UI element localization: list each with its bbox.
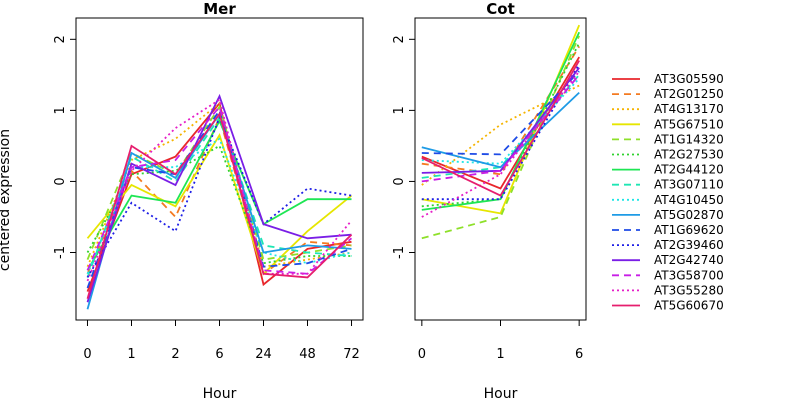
x-tick-label: 1 — [127, 347, 135, 362]
plot-frame — [75, 17, 364, 321]
series-line-at2g39460 — [421, 63, 580, 201]
y-tick-label: 1 — [53, 106, 68, 114]
legend-label: AT1G69620 — [654, 223, 724, 237]
panels: Mer -1 0 1 2 0 1 2 6 24 48 72 Hour Cot -1 0 1 2 0 1 6 Hour — [53, 0, 587, 400]
legend-label: AT5G60670 — [654, 299, 724, 313]
series-line-at2g42740 — [421, 67, 580, 174]
legend-item: AT1G14320 — [612, 132, 724, 146]
legend-item: AT2G44120 — [612, 163, 724, 177]
x-tick-label: 2 — [171, 347, 179, 362]
legend-item: AT2G27530 — [612, 148, 724, 162]
legend-item: AT5G67510 — [612, 117, 724, 131]
x-tick-label: 72 — [343, 347, 360, 362]
legend-label: AT2G39460 — [654, 238, 724, 252]
legend-item: AT2G39460 — [612, 238, 724, 252]
series-line-at3g58700 — [86, 104, 353, 275]
panel-mer: Mer -1 0 1 2 0 1 2 6 24 48 72 Hour — [53, 0, 364, 400]
x-tick-label: 48 — [299, 347, 316, 362]
y-tick-label: 2 — [392, 35, 407, 43]
legend-label: AT3G07110 — [654, 178, 724, 192]
y-tick-label: 0 — [53, 177, 68, 185]
legend-label: AT5G67510 — [654, 117, 724, 131]
legend-item: AT3G58700 — [612, 268, 724, 282]
panel-title: Mer — [203, 0, 236, 18]
y-tick-label: 2 — [53, 35, 68, 43]
series-line-at2g39460 — [86, 115, 352, 278]
series-line-at2g01250 — [86, 114, 352, 276]
series-line-at3g55280 — [86, 98, 353, 282]
x-tick-label: 24 — [255, 347, 272, 362]
series-line-at5g67510 — [86, 133, 353, 276]
x-tick-label: 0 — [418, 347, 426, 362]
legend: AT3G05590AT2G01250AT4G13170AT5G67510AT1G… — [612, 72, 724, 313]
x-tick-label: 0 — [83, 347, 91, 362]
series-line-at2g01250 — [421, 45, 580, 176]
series-lines — [86, 93, 353, 310]
series-line-at5g67510 — [421, 24, 581, 215]
legend-item: AT2G01250 — [612, 87, 724, 101]
legend-label: AT4G13170 — [654, 102, 724, 116]
series-line-at2g42740 — [86, 93, 352, 303]
series-line-at2g44120 — [421, 31, 581, 211]
x-tick-label: 1 — [496, 347, 504, 362]
legend-label: AT3G55280 — [654, 283, 724, 297]
legend-item: AT3G05590 — [612, 72, 724, 86]
series-line-at5g60670 — [86, 111, 353, 299]
legend-item: AT1G69620 — [612, 223, 724, 237]
series-line-at2g44120 — [86, 118, 352, 271]
y-tick-label: 0 — [392, 177, 407, 185]
y-tick-label: -1 — [392, 246, 407, 259]
legend-item: AT3G07110 — [612, 178, 724, 192]
x-tick-label: 6 — [215, 347, 223, 362]
y-axis-label: centered expression — [0, 129, 13, 271]
legend-label: AT3G58700 — [654, 268, 724, 282]
series-line-at2g27530 — [421, 42, 581, 208]
series-line-at1g69620 — [86, 108, 352, 289]
series-line-at1g69620 — [421, 70, 580, 156]
legend-item: AT5G02870 — [612, 208, 724, 222]
legend-label: AT2G01250 — [654, 87, 724, 101]
x-axis-label: Hour — [203, 386, 237, 400]
legend-item: AT5G60670 — [612, 299, 724, 313]
series-lines — [421, 24, 581, 240]
legend-item: AT2G42740 — [612, 253, 724, 267]
legend-label: AT2G27530 — [654, 148, 724, 162]
legend-label: AT4G10450 — [654, 193, 724, 207]
y-tick-label: -1 — [53, 246, 68, 259]
series-line-at3g07110 — [86, 115, 352, 278]
legend-item: AT4G13170 — [612, 102, 724, 116]
series-line-at1g14320 — [421, 35, 581, 240]
legend-label: AT3G05590 — [654, 72, 724, 86]
panel-title: Cot — [486, 0, 514, 18]
series-line-at3g05590 — [86, 101, 352, 292]
legend-label: AT2G44120 — [654, 163, 724, 177]
legend-label: AT5G02870 — [654, 208, 724, 222]
x-tick-label: 6 — [575, 347, 583, 362]
x-axis-label: Hour — [484, 386, 518, 400]
legend-label: AT1G14320 — [654, 132, 724, 146]
legend-item: AT3G55280 — [612, 283, 724, 297]
legend-label: AT2G42740 — [654, 253, 724, 267]
legend-item: AT4G10450 — [612, 193, 724, 207]
y-tick-label: 1 — [392, 106, 407, 114]
panel-cot: Cot -1 0 1 2 0 1 6 Hour — [392, 0, 587, 400]
series-line-at5g60670 — [421, 60, 580, 197]
plot-frame — [414, 17, 587, 321]
